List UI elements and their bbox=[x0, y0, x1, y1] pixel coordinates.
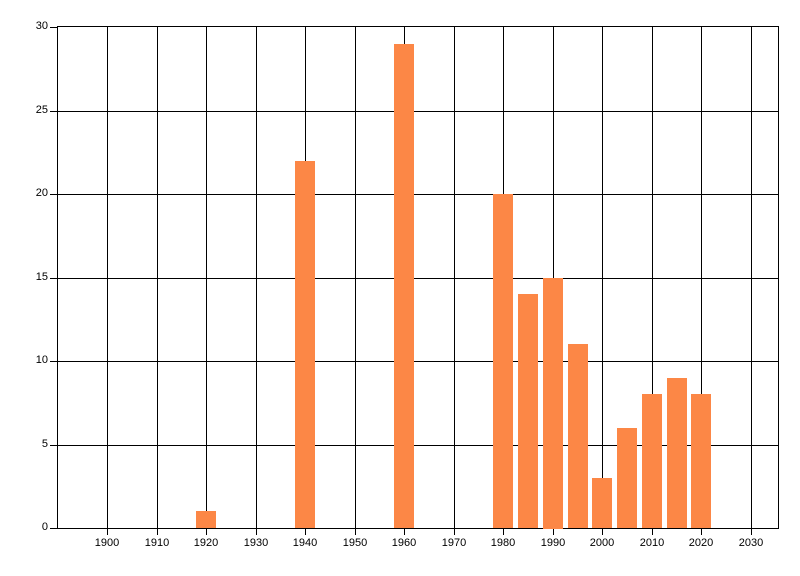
bar bbox=[518, 294, 538, 528]
x-tick-label: 1910 bbox=[144, 537, 170, 549]
bar bbox=[493, 194, 513, 528]
y-axis-tick bbox=[50, 445, 57, 446]
y-tick-label: 30 bbox=[35, 20, 48, 32]
y-axis-tick bbox=[50, 278, 57, 279]
y-tick-label: 5 bbox=[41, 438, 48, 450]
x-axis-tick bbox=[751, 529, 752, 535]
bar bbox=[617, 428, 637, 528]
x-axis-tick bbox=[652, 529, 653, 535]
x-tick-label: 1970 bbox=[441, 537, 467, 549]
bar bbox=[543, 278, 563, 529]
x-tick-label: 1940 bbox=[292, 537, 318, 549]
h-gridline bbox=[58, 361, 778, 362]
bar bbox=[667, 378, 687, 528]
h-gridline bbox=[58, 445, 778, 446]
x-axis-tick bbox=[157, 529, 158, 535]
x-axis-tick bbox=[454, 529, 455, 535]
v-gridline bbox=[206, 27, 207, 528]
x-tick-label: 1990 bbox=[540, 537, 566, 549]
v-gridline bbox=[701, 27, 702, 528]
x-tick-label: 1930 bbox=[243, 537, 269, 549]
y-axis-tick bbox=[50, 194, 57, 195]
y-tick-label: 0 bbox=[41, 521, 48, 533]
y-axis-tick bbox=[50, 27, 57, 28]
h-gridline bbox=[58, 278, 778, 279]
y-tick-label: 20 bbox=[35, 187, 48, 199]
x-tick-label: 2020 bbox=[688, 537, 714, 549]
h-gridline bbox=[58, 194, 778, 195]
v-gridline bbox=[652, 27, 653, 528]
x-tick-label: 2000 bbox=[589, 537, 615, 549]
y-axis-tick bbox=[50, 361, 57, 362]
bar bbox=[394, 44, 414, 528]
x-axis-tick bbox=[355, 529, 356, 535]
h-gridline bbox=[58, 111, 778, 112]
x-tick-label: 2030 bbox=[738, 537, 764, 549]
v-gridline bbox=[256, 27, 257, 528]
x-axis-tick bbox=[107, 529, 108, 535]
x-tick-label: 1900 bbox=[94, 537, 120, 549]
v-gridline bbox=[107, 27, 108, 528]
v-gridline bbox=[157, 27, 158, 528]
x-axis-tick bbox=[206, 529, 207, 535]
x-tick-label: 2010 bbox=[639, 537, 665, 549]
x-axis-tick bbox=[404, 529, 405, 535]
v-gridline bbox=[751, 27, 752, 528]
x-axis-tick bbox=[256, 529, 257, 535]
x-axis-tick bbox=[305, 529, 306, 535]
bar bbox=[642, 394, 662, 528]
bar bbox=[295, 161, 315, 528]
x-axis-tick bbox=[602, 529, 603, 535]
x-tick-label: 1980 bbox=[490, 537, 516, 549]
y-tick-label: 10 bbox=[35, 354, 48, 366]
x-tick-label: 1950 bbox=[342, 537, 368, 549]
v-gridline bbox=[355, 27, 356, 528]
x-axis-tick bbox=[503, 529, 504, 535]
v-gridline bbox=[454, 27, 455, 528]
y-axis-tick bbox=[50, 111, 57, 112]
bar bbox=[568, 344, 588, 528]
y-tick-label: 15 bbox=[35, 271, 48, 283]
y-tick-label: 25 bbox=[35, 104, 48, 116]
y-axis-tick bbox=[50, 528, 57, 529]
bar bbox=[196, 511, 216, 528]
plot-area bbox=[57, 26, 779, 529]
x-axis-tick bbox=[553, 529, 554, 535]
x-axis-tick bbox=[701, 529, 702, 535]
bar bbox=[592, 478, 612, 528]
bar bbox=[691, 394, 711, 528]
v-gridline bbox=[602, 27, 603, 528]
x-tick-label: 1960 bbox=[391, 537, 417, 549]
x-tick-label: 1920 bbox=[193, 537, 219, 549]
v-gridline bbox=[553, 27, 554, 528]
